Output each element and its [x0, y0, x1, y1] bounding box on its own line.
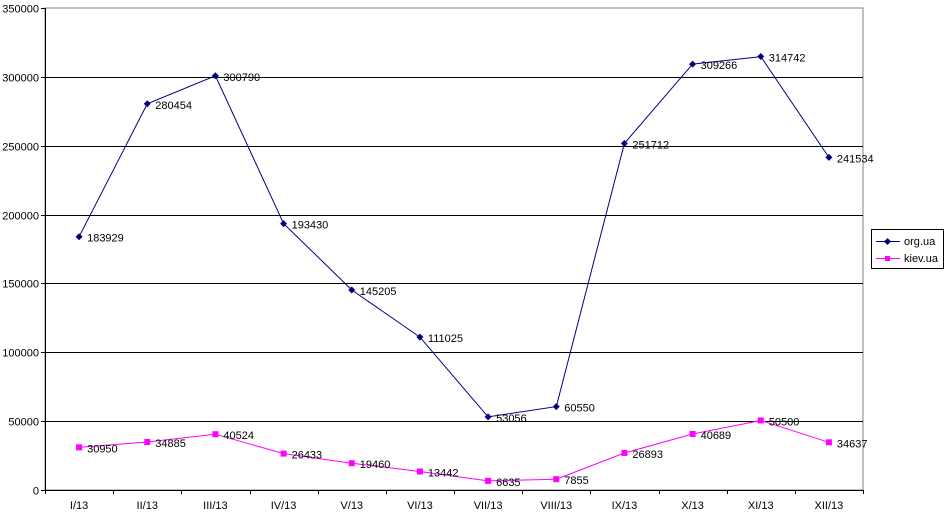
x-tick-label: III/13 — [203, 500, 227, 512]
x-tick-label: I/13 — [70, 500, 88, 512]
data-point — [212, 431, 219, 438]
data-label: 30950 — [87, 443, 118, 455]
plot-area: 0 50000 100000 150000 200000 250000 300000 3500… — [2, 4, 873, 513]
data-label: 13442 — [428, 467, 459, 479]
data-label: 251712 — [632, 139, 669, 151]
x-tick-label: IX/13 — [612, 500, 638, 512]
x-tick-label: II/13 — [137, 500, 158, 512]
data-point — [348, 286, 356, 294]
y-tick-label: 350000 — [2, 4, 39, 16]
data-label: 309266 — [701, 60, 738, 72]
data-point — [348, 460, 355, 467]
data-point — [416, 333, 424, 341]
y-tick-label: 100000 — [2, 348, 39, 360]
data-label: 7855 — [564, 475, 588, 487]
legend-item-series-2: kiev.ua — [876, 252, 938, 266]
data-point — [416, 468, 423, 475]
x-tick-label: VI/13 — [407, 500, 433, 512]
x-tick-label: VIII/13 — [540, 500, 572, 512]
data-label: 26433 — [292, 450, 323, 462]
data-label: 314742 — [769, 53, 806, 65]
data-point — [825, 439, 832, 446]
data-point — [757, 417, 764, 424]
data-label: 19460 — [360, 459, 391, 471]
x-tick-label: VII/13 — [474, 500, 503, 512]
plot-border — [44, 7, 864, 491]
data-label: 40524 — [223, 430, 254, 442]
data-label: 6635 — [496, 477, 520, 489]
data-point — [143, 100, 151, 108]
y-tick-label: 50000 — [8, 417, 39, 429]
data-label: 183929 — [87, 233, 124, 245]
data-label: 60550 — [564, 403, 595, 415]
series-line-1 — [78, 56, 830, 418]
data-point — [757, 53, 765, 61]
data-label: 40689 — [701, 430, 732, 442]
data-label: 145205 — [360, 286, 397, 298]
x-tick-label: V/13 — [340, 500, 363, 512]
data-point — [280, 450, 287, 457]
y-tick-label: 200000 — [2, 211, 39, 223]
data-label: 241534 — [837, 153, 874, 165]
data-label: 300790 — [223, 72, 260, 84]
x-tick-label: XII/13 — [815, 500, 844, 512]
data-point — [75, 233, 83, 241]
y-tick-label: 150000 — [2, 279, 39, 291]
data-label: 50500 — [769, 416, 800, 428]
data-label: 280454 — [155, 100, 192, 112]
data-point — [825, 153, 833, 161]
legend-swatch-series-1 — [876, 237, 900, 247]
data-label: 193430 — [292, 220, 329, 232]
series-line-2 — [79, 419, 830, 482]
data-label: 34637 — [837, 438, 868, 450]
y-tick-label: 250000 — [2, 142, 39, 154]
y-tick-label: 0 — [33, 486, 39, 498]
data-point — [689, 430, 696, 437]
data-point — [553, 476, 560, 483]
data-point — [280, 220, 288, 228]
y-tick-label: 300000 — [2, 73, 39, 85]
x-tick-label: IV/13 — [271, 500, 297, 512]
legend: org.ua kiev.ua — [871, 229, 944, 269]
legend-label-series-1: org.ua — [904, 236, 936, 248]
data-point — [620, 139, 628, 147]
data-point — [76, 444, 83, 451]
data-point — [621, 449, 628, 456]
data-point — [144, 438, 151, 445]
legend-item-series-1: org.ua — [876, 235, 935, 249]
data-point — [689, 60, 697, 68]
data-point — [485, 477, 492, 484]
x-tick-label: X/13 — [681, 500, 704, 512]
x-tick-label: XI/13 — [748, 500, 774, 512]
data-label: 111025 — [428, 333, 463, 345]
data-label: 26893 — [632, 449, 663, 461]
data-point — [211, 72, 219, 80]
data-label: 34885 — [155, 438, 186, 450]
legend-swatch-series-2 — [876, 254, 900, 264]
data-point — [484, 413, 492, 421]
data-point — [552, 403, 560, 411]
data-label: 53056 — [496, 413, 527, 425]
legend-label-series-2: kiev.ua — [904, 253, 939, 265]
